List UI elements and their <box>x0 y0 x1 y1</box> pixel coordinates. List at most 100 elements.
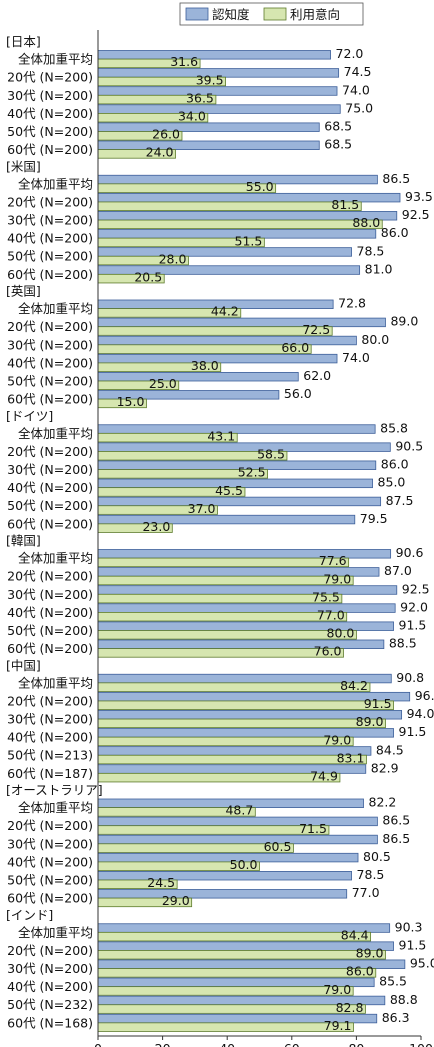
awareness-value: 85.8 <box>380 420 408 435</box>
usage-value: 39.5 <box>196 72 224 87</box>
awareness-value: 86.5 <box>382 813 410 828</box>
row-label: 50代 (N=200) <box>7 498 93 513</box>
usage-value: 60.5 <box>264 839 292 854</box>
row-label: 30代 (N=200) <box>7 88 93 103</box>
awareness-bar <box>97 122 320 132</box>
usage-value: 88.0 <box>352 215 380 230</box>
usage-value: 24.5 <box>147 875 175 890</box>
group-4: [韓国] 全体加重平均 90.6 77.6 20代 (N=200) 87.0 79.0 30代… <box>6 533 430 659</box>
awareness-value: 80.5 <box>363 849 391 864</box>
awareness-bar <box>97 941 394 951</box>
usage-bar <box>97 219 383 230</box>
awareness-value: 68.5 <box>324 137 352 152</box>
row-label: 全体加重平均 <box>18 675 93 690</box>
usage-value: 15.0 <box>117 394 145 409</box>
usage-bar <box>97 575 354 586</box>
row-label: 50代 (N=200) <box>7 872 93 887</box>
usage-bar <box>97 736 354 747</box>
group-header: [オーストラリア] <box>6 783 103 798</box>
usage-bar <box>97 557 350 568</box>
usage-bar <box>97 968 377 978</box>
group-1: [米国] 全体加重平均 86.5 55.0 20代 (N=200) 93.5 81.5 30代… <box>6 159 433 285</box>
awareness-value: 81.0 <box>365 261 393 276</box>
group-3: [ドイツ] 全体加重平均 85.8 43.1 20代 (N=200) 90.5 58.5 30… <box>6 408 423 534</box>
awareness-bar <box>97 852 359 863</box>
group-7: [インド] 全体加重平均 90.3 84.4 20代 (N=200) 91.5 89.0 30… <box>6 907 434 1033</box>
awareness-value: 78.5 <box>357 867 385 882</box>
usage-value: 28.0 <box>159 251 187 266</box>
row-label: 30代 (N=200) <box>7 712 93 727</box>
usage-value: 74.9 <box>310 768 338 783</box>
usage-value: 38.0 <box>191 358 219 373</box>
row-label: 全体加重平均 <box>18 551 93 566</box>
x-tick-label: 20 <box>155 1041 171 1047</box>
row-label: 40代 (N=200) <box>7 979 93 994</box>
awareness-bar <box>97 86 338 96</box>
usage-bar <box>97 931 372 942</box>
x-tick-label: 0 <box>94 1041 102 1047</box>
usage-value: 24.0 <box>146 145 174 160</box>
usage-value: 36.5 <box>186 90 214 105</box>
usage-value: 81.5 <box>331 197 359 212</box>
row-label: 50代 (N=200) <box>7 623 93 638</box>
row-label: 全体加重平均 <box>18 52 93 67</box>
x-tick-label: 40 <box>219 1041 235 1047</box>
row-label: 40代 (N=200) <box>7 231 93 246</box>
row-label: 40代 (N=200) <box>7 355 93 370</box>
awareness-value: 90.8 <box>396 670 424 685</box>
usage-value: 23.0 <box>142 519 170 534</box>
group-header: [中国] <box>6 658 41 673</box>
usage-value: 79.0 <box>323 982 351 997</box>
x-tick-label: 60 <box>284 1041 300 1047</box>
row-label: 60代 (N=200) <box>7 142 93 157</box>
usage-bar <box>97 201 362 211</box>
awareness-value: 86.5 <box>382 831 410 846</box>
awareness-value: 90.6 <box>396 545 424 560</box>
usage-value: 76.0 <box>314 644 342 659</box>
usage-bar <box>97 344 312 354</box>
row-label: 20代 (N=200) <box>7 693 93 708</box>
awareness-value: 74.0 <box>342 350 370 365</box>
row-label: 30代 (N=200) <box>7 961 93 976</box>
group-header: [韓国] <box>6 533 41 548</box>
usage-bar <box>97 700 394 710</box>
row-label: 60代 (N=200) <box>7 267 93 282</box>
awareness-value: 91.5 <box>399 937 427 952</box>
awareness-value: 74.0 <box>342 82 370 97</box>
row-label: 20代 (N=200) <box>7 818 93 833</box>
awareness-value: 89.0 <box>390 314 418 329</box>
usage-bar <box>97 772 341 783</box>
awareness-value: 56.0 <box>284 386 312 401</box>
usage-bar <box>97 326 333 336</box>
legend-usage-label: 利用意向 <box>290 7 340 22</box>
usage-value: 77.6 <box>319 553 347 568</box>
awareness-value: 90.5 <box>395 438 423 453</box>
usage-value: 84.4 <box>341 927 369 942</box>
awareness-bar <box>97 247 352 257</box>
awareness-value: 82.2 <box>369 795 397 810</box>
plot-area: [日本] 全体加重平均 72.0 31.6 20代 (N=200) 74.5 39.5 30代… <box>6 34 434 1033</box>
awareness-bar <box>97 603 396 613</box>
awareness-value: 93.5 <box>405 189 433 204</box>
awareness-bar <box>97 496 382 507</box>
awareness-value: 82.9 <box>371 760 399 775</box>
awareness-bar <box>97 371 299 382</box>
group-header: [インド] <box>6 907 53 922</box>
awareness-bar <box>97 424 376 434</box>
awareness-bar <box>97 317 386 328</box>
usage-value: 72.5 <box>302 322 330 337</box>
legend-awareness-swatch <box>185 7 209 21</box>
usage-bar <box>97 630 357 640</box>
row-label: 30代 (N=200) <box>7 836 93 851</box>
group-5: [中国] 全体加重平均 90.8 84.2 20代 (N=200) 96.5 91.5 30代… <box>6 658 434 784</box>
usage-value: 79.0 <box>323 732 351 747</box>
row-label: 40代 (N=200) <box>7 605 93 620</box>
awareness-bar <box>97 442 391 452</box>
group-header: [米国] <box>6 159 41 174</box>
usage-value: 66.0 <box>281 340 309 355</box>
row-label: 60代 (N=200) <box>7 392 93 407</box>
usage-value: 89.0 <box>356 714 384 729</box>
row-label: 全体加重平均 <box>18 426 93 441</box>
usage-value: 79.1 <box>324 1018 352 1033</box>
